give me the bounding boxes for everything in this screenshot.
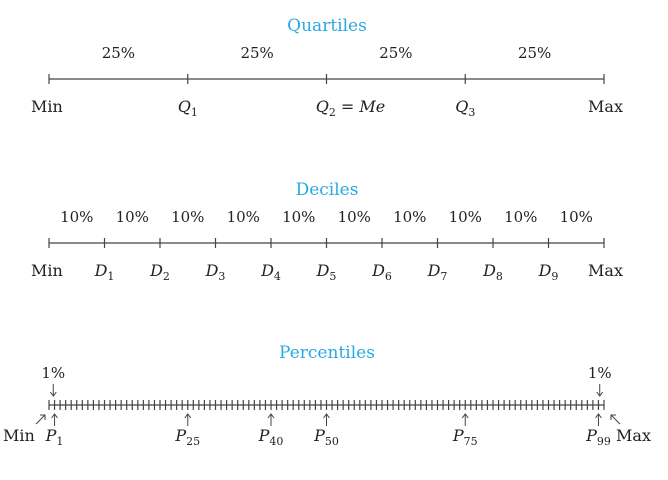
decile-label: D4 [260, 261, 281, 283]
deciles-max-label: Max [588, 261, 623, 280]
percentile-marker-label: P75 [452, 426, 478, 448]
deciles-segment-label: 10% [227, 208, 260, 226]
quartiles-segment-label: 25% [240, 44, 273, 62]
percentile-marker-arrow [461, 413, 469, 426]
decile-label: D8 [482, 261, 503, 283]
quartile-label: Q2 = Me [316, 97, 386, 119]
percentiles-left-pct: 1% [41, 364, 65, 382]
deciles-segment-label: 10% [504, 208, 537, 226]
percentile-marker-label: P1 [45, 426, 64, 448]
right-pct-down-arrow [596, 384, 604, 397]
quartiles-min-label: Min [31, 97, 63, 116]
quartile-label: Q1 [178, 97, 198, 119]
decile-label: D6 [371, 261, 392, 283]
percentile-marker-arrow [323, 413, 330, 426]
deciles-min-label: Min [31, 261, 63, 280]
percentile-marker-arrow [51, 413, 58, 426]
percentile-marker-arrow [595, 413, 602, 426]
quartiles-segment-label: 25% [379, 44, 412, 62]
deciles-segment-label: 10% [560, 208, 593, 226]
deciles-segment-label: 10% [393, 208, 426, 226]
decile-label: D5 [316, 261, 337, 283]
left-pct-down-arrow [49, 384, 57, 397]
decile-label: D1 [94, 261, 115, 283]
percentile-marker-arrow [184, 413, 192, 426]
percentiles-min-label: Min [3, 426, 35, 445]
percentile-marker-label: P50 [313, 426, 339, 448]
min-diagonal-arrow [35, 414, 46, 425]
deciles-segment-label: 10% [449, 208, 482, 226]
quartiles-segment-label: 25% [518, 44, 551, 62]
deciles-segment-label: 10% [116, 208, 149, 226]
deciles-segment-label: 10% [338, 208, 371, 226]
quartile-label: Q3 [455, 97, 475, 119]
deciles-segment-label: 10% [171, 208, 204, 226]
percentile-marker-label: P99 [585, 426, 611, 448]
quartiles-max-label: Max [588, 97, 623, 116]
deciles-title: Deciles [296, 180, 359, 200]
percentile-marker-label: P25 [174, 426, 200, 448]
percentiles-right-pct: 1% [588, 364, 612, 382]
quartiles-segment-label: 25% [102, 44, 135, 62]
percentiles-max-label: Max [616, 426, 651, 445]
deciles-segment-label: 10% [282, 208, 315, 226]
deciles-segment-label: 10% [60, 208, 93, 226]
decile-label: D7 [427, 261, 448, 283]
decile-label: D9 [538, 261, 559, 283]
max-diagonal-arrow [610, 414, 621, 425]
percentile-marker-arrow [267, 413, 275, 426]
quartiles-title: Quartiles [287, 16, 367, 36]
decile-label: D3 [205, 261, 226, 283]
decile-label: D2 [149, 261, 170, 283]
percentile-marker-label: P40 [258, 426, 284, 448]
percentiles-title: Percentiles [279, 343, 375, 363]
